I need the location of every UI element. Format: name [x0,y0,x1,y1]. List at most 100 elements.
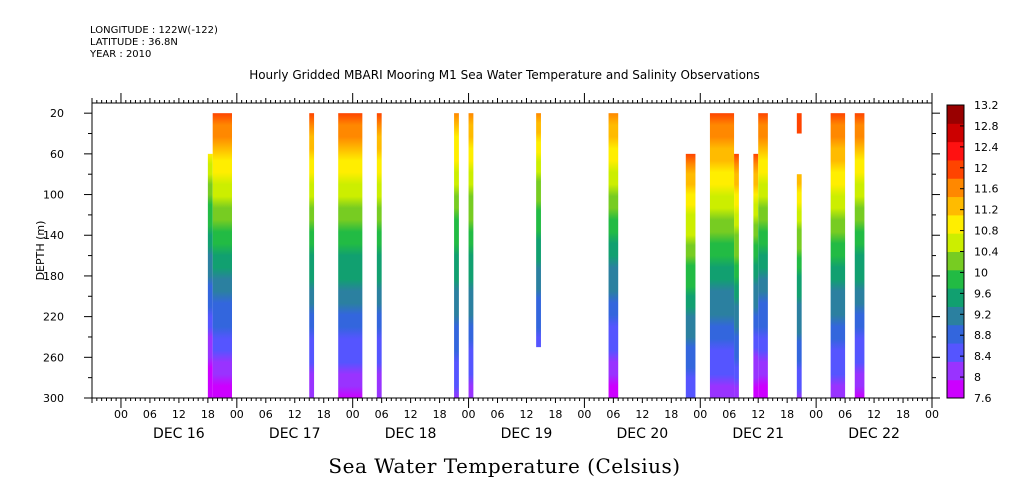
data-column [734,153,739,398]
x-day-label: DEC 22 [848,426,900,442]
colorbar-label: 11.2 [974,204,999,217]
data-column [212,113,232,398]
colorbar-label: 9.6 [974,287,992,300]
colorbar-swatch [947,288,964,307]
colorbar-label: 8.8 [974,329,992,342]
colorbar-swatch [947,233,964,252]
colorbar-label: 9.2 [974,308,992,321]
colorbar-label: 7.6 [974,392,992,405]
y-tick-label: 220 [43,311,64,324]
colorbar-swatch [947,251,964,271]
colorbar-swatch [947,214,964,234]
y-tick-label: 100 [43,189,64,202]
y-axis-label: DEPTH (m) [34,221,47,281]
data-column [854,113,865,398]
colorbar-swatch [947,306,964,326]
y-tick-label: 140 [43,229,64,242]
x-tick-label: 18 [896,408,910,421]
x-axis-label: Sea Water Temperature (Celsius) [328,454,681,478]
colorbar-swatch [947,324,964,344]
x-tick-label: 06 [143,408,157,421]
data-column [536,113,541,348]
colorbar-label: 12.4 [974,141,999,154]
colorbar-swatch [947,159,964,179]
data-column [796,113,802,134]
x-day-label: DEC 19 [501,426,553,442]
colorbar-label: 12 [974,162,988,175]
colorbar-swatch [947,196,964,216]
axes: 00 06 12 18 00 06 12 18 00 06 12 18 00 06 12 18 00 06 12 18… [34,93,940,442]
colorbar-swatch [947,178,964,198]
data-column [753,153,759,398]
colorbar-swatch [947,379,964,399]
x-day-label: DEC 17 [269,426,321,442]
colorbar: 13.2 12.8 12.4 12 11.6 11.2 10.8 10.4 10 9.6 9.2 8.… [946,99,999,405]
x-tick-label: 12 [519,408,533,421]
x-tick-label: 00 [346,408,360,421]
x-tick-label: 18 [201,408,215,421]
colorbar-swatch [947,141,964,161]
data-column [830,113,846,398]
x-tick-label: 00 [230,408,244,421]
year-label: YEAR : 2010 [90,49,152,60]
x-tick-label: 18 [664,408,678,421]
x-tick-label: 00 [809,408,823,421]
x-tick-label: 00 [577,408,591,421]
x-tick-label: 12 [751,408,765,421]
x-tick-label: 00 [114,408,128,421]
x-tick-label: 18 [780,408,794,421]
y-tick-label: 300 [43,392,64,405]
data-column [608,113,619,398]
x-tick-label: 00 [462,408,476,421]
y-tick-label: 260 [43,351,64,364]
x-tick-label: 12 [867,408,881,421]
data-column [376,113,382,398]
x-tick-label: 12 [404,408,418,421]
data-column [796,174,802,398]
x-tick-label: 00 [693,408,707,421]
data-column [338,113,363,398]
colorbar-swatch [947,105,964,124]
y-tick-label: 180 [43,270,64,283]
x-tick-label: 06 [606,408,620,421]
x-tick-label: 06 [375,408,389,421]
chart-title: Hourly Gridded MBARI Mooring M1 Sea Wate… [249,68,760,82]
x-tick-label: 18 [317,408,331,421]
data-column [468,113,474,398]
x-tick-label: 06 [491,408,505,421]
x-tick-label: 06 [722,408,736,421]
colorbar-swatch [947,343,964,362]
colorbar-label: 8.4 [974,350,992,363]
colorbar-swatch [947,269,964,289]
colorbar-swatch [947,123,964,143]
colorbar-label: 12.8 [974,120,999,133]
colorbar-label: 10.4 [974,246,999,259]
data-columns [207,113,865,398]
x-tick-label: 06 [259,408,273,421]
colorbar-label: 8 [974,371,981,384]
data-column [758,113,768,398]
x-tick-label: 06 [838,408,852,421]
longitude-label: LONGITUDE : 122W(-122) [90,25,218,36]
colorbar-swatch [947,361,964,381]
x-day-label: DEC 18 [385,426,437,442]
x-tick-label: 12 [635,408,649,421]
x-tick-label: 00 [925,408,939,421]
x-tick-label: 12 [288,408,302,421]
colorbar-label: 11.6 [974,183,999,196]
x-tick-label: 12 [172,408,186,421]
colorbar-label: 10 [974,266,988,279]
data-column [309,113,315,398]
data-column [207,153,213,398]
x-day-label: DEC 16 [153,426,205,442]
data-column [454,113,459,398]
colorbar-label: 13.2 [974,99,999,112]
data-column [685,153,696,398]
data-column [709,113,735,398]
y-tick-label: 20 [50,107,64,120]
y-tick-label: 60 [50,148,64,161]
x-tick-label: 18 [433,408,447,421]
x-tick-label: 18 [548,408,562,421]
x-day-label: DEC 21 [732,426,784,442]
